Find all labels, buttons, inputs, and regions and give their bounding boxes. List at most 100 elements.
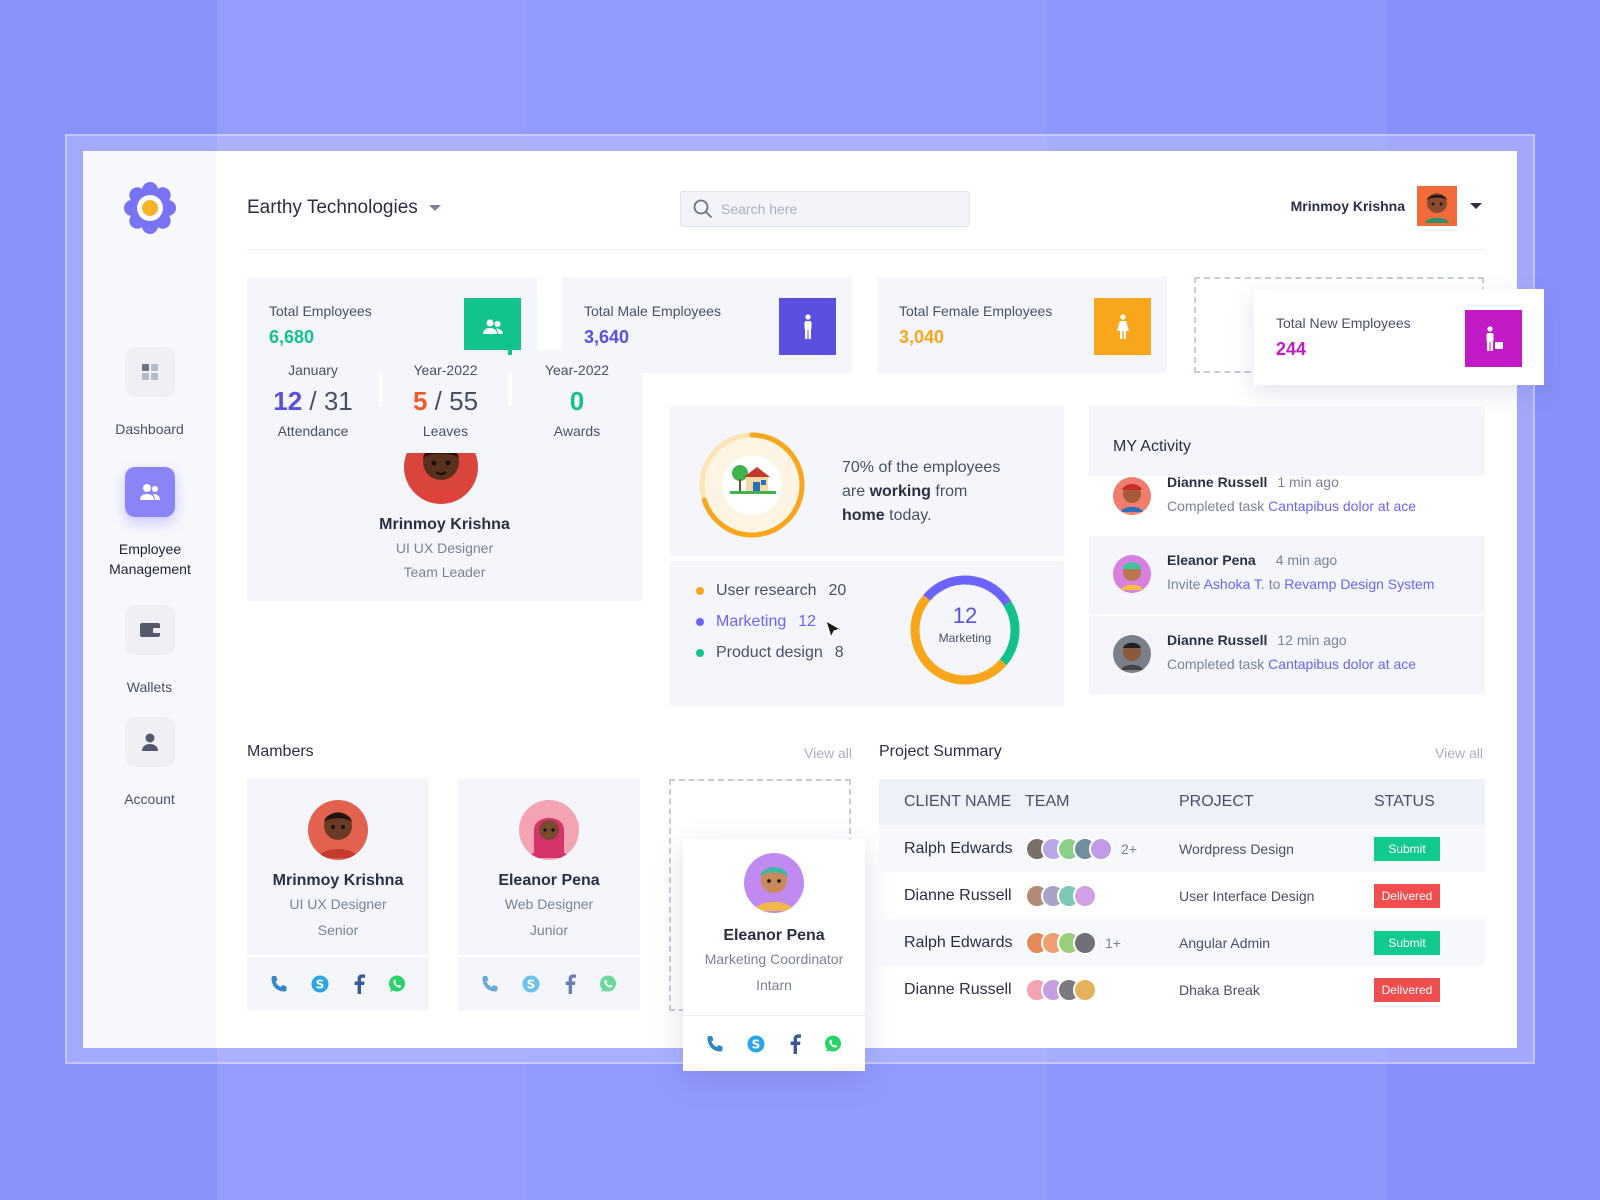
company-selector[interactable]: Earthy Technologies <box>247 197 442 219</box>
donut-segment-user-research[interactable] <box>906 571 1024 689</box>
dashboard-window: Dashboard Employee Management Wallets Ac… <box>83 151 1544 1071</box>
project-name: Wordpress Design <box>1179 840 1294 857</box>
projects-view-all-link[interactable]: View all <box>1435 745 1483 761</box>
table-row[interactable]: Dianne Russell User Interface Design Del… <box>879 872 1485 919</box>
users-icon <box>124 467 175 517</box>
stat-value: 6,680 <box>269 327 315 347</box>
stat-label: Total New Employees <box>1276 315 1411 331</box>
activity-link[interactable]: Revamp Design System <box>1284 576 1435 592</box>
avatar <box>1089 836 1113 861</box>
facebook-icon[interactable] <box>352 974 366 994</box>
client-name: Ralph Edwards <box>904 933 1013 951</box>
logo-icon[interactable] <box>121 179 179 237</box>
activity-item[interactable]: Dianne Russell 1 min ago Completed task C… <box>1089 458 1485 536</box>
stat-card-total-female[interactable]: Total Female Employees 3,040 <box>877 277 1167 373</box>
female-icon <box>1094 298 1151 355</box>
sidebar-item-dashboard[interactable]: Dashboard <box>83 347 216 439</box>
donut-segment-product-design[interactable] <box>906 571 1024 689</box>
user-menu[interactable]: Mrinmoy Krishna <box>1291 186 1483 226</box>
column-header: CLIENT NAME <box>904 793 1012 810</box>
company-name: Earthy Technologies <box>247 197 418 218</box>
whatsapp-icon[interactable] <box>387 974 407 994</box>
team-avatars: 2+ <box>1025 836 1179 861</box>
legend-item[interactable]: User research 20 <box>696 575 846 606</box>
facebook-icon[interactable] <box>788 1033 802 1054</box>
legend-item[interactable]: Product design 8 <box>696 637 846 668</box>
status-badge[interactable]: Submit <box>1374 836 1440 861</box>
activity-item[interactable]: Eleanor Pena 4 min ago Invite Ashoka T. t… <box>1089 536 1485 614</box>
avatar <box>1113 477 1151 515</box>
member-card[interactable]: Mrinmoy Krishna UI UX Designer Senior S <box>247 779 429 1011</box>
status-badge[interactable]: Delivered <box>1374 883 1440 908</box>
house-icon <box>730 461 776 502</box>
donut-segment-marketing[interactable] <box>906 571 1024 689</box>
activity-link[interactable]: Ashoka T. <box>1203 576 1265 592</box>
whatsapp-icon[interactable] <box>823 1034 843 1054</box>
avatar[interactable] <box>1417 186 1457 226</box>
activity-desc: Invite Ashoka T. to Revamp Design System <box>1167 576 1435 592</box>
sidebar-item-wallets[interactable]: Wallets <box>83 605 216 697</box>
stat-label: Attendance <box>277 423 349 439</box>
skype-icon[interactable]: S <box>521 974 541 994</box>
member-card[interactable]: Eleanor Pena Web Designer Junior S <box>458 779 640 1011</box>
user-name: Mrinmoy Krishna <box>1290 198 1405 214</box>
column-header: TEAM <box>1025 793 1070 810</box>
sidebar-item-employee-management[interactable]: Employee Management <box>83 467 216 579</box>
avatar <box>1073 977 1097 1002</box>
avatar[interactable] <box>404 430 478 504</box>
search-input[interactable] <box>721 201 951 217</box>
team-avatars: 1+ <box>1025 930 1179 955</box>
whatsapp-icon[interactable] <box>598 974 618 994</box>
wallet-icon <box>124 605 175 655</box>
legend-item[interactable]: Marketing 12 <box>696 606 846 638</box>
member-name: Eleanor Pena <box>498 872 600 889</box>
facebook-icon[interactable] <box>563 974 577 994</box>
caret-down-icon[interactable] <box>1469 202 1483 210</box>
header-divider <box>247 249 1485 250</box>
activity-link[interactable]: Cantapibus dolor at ace <box>1268 656 1417 672</box>
members-view-all-link[interactable]: View all <box>804 745 852 761</box>
cursor-icon <box>825 619 842 638</box>
stat-number: 0 <box>569 386 585 416</box>
activity-desc: Completed task Cantapibus dolor at ace <box>1167 498 1417 514</box>
client-name: Ralph Edwards <box>904 839 1013 857</box>
departments-donut <box>906 571 1024 689</box>
skype-icon[interactable]: S <box>310 974 330 994</box>
sidebar: Dashboard Employee Management Wallets Ac… <box>83 151 216 1048</box>
sidebar-item-label: Account <box>124 791 175 807</box>
sidebar-item-label: Wallets <box>126 679 173 695</box>
phone-icon[interactable] <box>480 974 500 994</box>
activity-item[interactable]: Dianne Russell 12 min ago Completed task … <box>1089 616 1485 694</box>
status-badge[interactable]: Delivered <box>1374 977 1440 1002</box>
search-icon <box>693 199 713 219</box>
activity-line: Eleanor Pena 4 min ago <box>1167 552 1338 568</box>
male-icon <box>779 298 836 355</box>
activity-link[interactable]: Cantapibus dolor at ace <box>1268 498 1417 514</box>
stat-label: Leaves <box>422 423 469 439</box>
phone-icon[interactable] <box>705 1034 725 1054</box>
card-title: MY Activity <box>1113 438 1191 455</box>
stat-card-total-new[interactable]: Total New Employees 244 <box>1254 289 1544 385</box>
stat-value: 3,040 <box>899 327 945 347</box>
users-icon <box>464 298 521 355</box>
sidebar-item-account[interactable]: Account <box>83 717 216 809</box>
members-title: Mambers <box>247 743 314 760</box>
member-role: Marketing Coordinator <box>704 951 844 967</box>
svg-text:S: S <box>527 978 536 992</box>
member-role: UI UX Designer <box>289 896 387 912</box>
member-level: Intarn <box>756 977 792 993</box>
phone-icon[interactable] <box>269 974 289 994</box>
member-role: Web Designer <box>504 896 594 912</box>
table-row[interactable]: Ralph Edwards 1+ Angular Admin Submit <box>879 919 1485 966</box>
skype-icon[interactable]: S <box>746 1034 766 1054</box>
table-body: Ralph Edwards 2+ Wordpress Design Submit… <box>879 825 1485 1013</box>
avatar <box>744 853 804 913</box>
member-name: Mrinmoy Krishna <box>272 872 404 889</box>
status-badge[interactable]: Submit <box>1374 930 1440 955</box>
stat-label: Total Employees <box>269 303 372 319</box>
table-row[interactable]: Dianne Russell Dhaka Break Delivered <box>879 966 1485 1013</box>
project-name: User Interface Design <box>1179 887 1315 904</box>
table-row[interactable]: Ralph Edwards 2+ Wordpress Design Submit <box>879 825 1485 872</box>
search-bar[interactable] <box>680 191 970 227</box>
member-card-dragging[interactable]: Eleanor Pena Marketing Coordinator Intar… <box>683 839 865 1071</box>
